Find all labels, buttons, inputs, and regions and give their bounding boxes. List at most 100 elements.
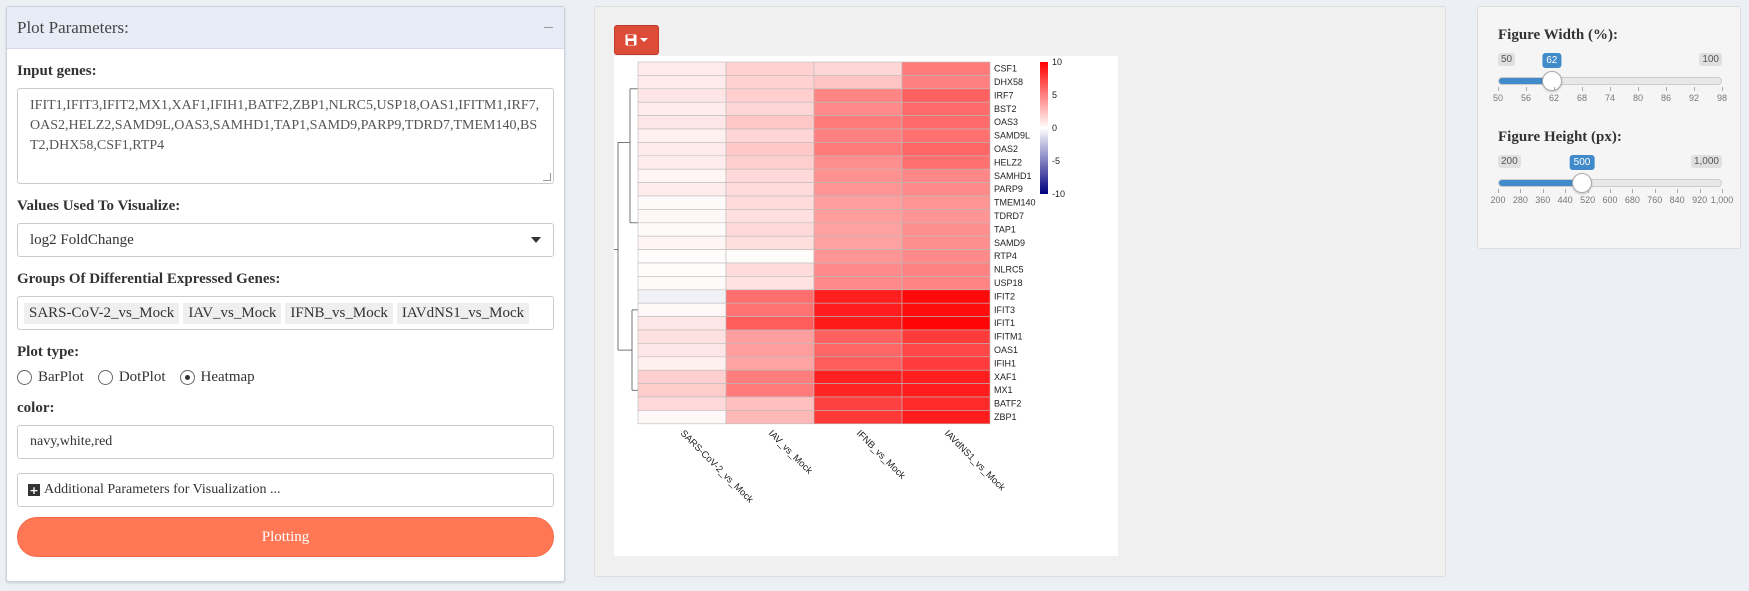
slider-value-label: 62 — [1542, 53, 1562, 68]
slider-tick — [1554, 87, 1555, 91]
heatmap-cell — [901, 61, 991, 76]
panel-title: Plot Parameters: — [17, 17, 129, 37]
heatmap-cell — [813, 235, 903, 250]
heatmap-cell — [901, 128, 991, 143]
slider-fill — [1499, 78, 1553, 84]
legend-tick-label: 10 — [1052, 57, 1062, 67]
heatmap-cell — [813, 369, 903, 384]
heatmap-cell — [725, 155, 815, 170]
heatmap-cell — [813, 343, 903, 358]
heatmap-cell — [725, 343, 815, 358]
figure-size-panel: Figure Width (%): 50 100 62 50 56 62 68 74 80… — [1477, 6, 1741, 249]
heatmap-cell — [901, 289, 991, 304]
heatmap-cell — [901, 316, 991, 331]
heatmap-cell — [813, 383, 903, 398]
row-label: XAF1 — [994, 372, 1017, 382]
group-tag[interactable]: IFNB_vs_Mock — [285, 302, 393, 324]
heatmap-cell — [637, 276, 727, 291]
heatmap-cell — [901, 249, 991, 264]
color-input[interactable]: navy,white,red — [17, 425, 554, 459]
radio-button[interactable] — [97, 370, 113, 385]
save-dropdown-button[interactable] — [614, 25, 659, 55]
slider-tick — [1654, 189, 1656, 193]
slider-tick-label: 86 — [1660, 93, 1672, 103]
slider-tick-label: 68 — [1576, 93, 1588, 103]
slider-tick-label: 62 — [1548, 93, 1560, 103]
heatmap-cell — [637, 249, 727, 264]
input-genes-textarea[interactable]: IFIT1,IFIT3,IFIT2,MX1,XAF1,IFIH1,BATF2,Z… — [17, 88, 554, 184]
slider-tick — [1582, 87, 1583, 91]
groups-multiselect[interactable]: SARS-CoV-2_vs_Mock IAV_vs_Mock IFNB_vs_M… — [17, 296, 554, 330]
slider-tick — [1666, 87, 1667, 91]
radio-button-selected[interactable] — [179, 370, 195, 385]
slider-min-label: 200 — [1498, 155, 1521, 168]
radio-barplot[interactable]: BarPlot — [17, 369, 84, 386]
radio-button[interactable] — [17, 370, 32, 385]
heatmap-cell — [901, 369, 991, 384]
heatmap-cell — [813, 75, 903, 90]
figure-width-slider[interactable]: 50 100 62 50 56 62 68 74 80 86 92 98 — [1493, 53, 1727, 113]
heatmap-cell — [901, 101, 991, 116]
heatmap-cell — [901, 329, 991, 344]
heatmap-cell — [637, 128, 727, 143]
additional-parameters-toggle[interactable]: + Additional Parameters for Visualizatio… — [17, 473, 554, 507]
heatmap-cell — [637, 182, 727, 197]
slider-tick-label: 440 — [1557, 195, 1573, 205]
slider-tick-label: 1,000 — [1710, 195, 1734, 205]
slider-tick — [1722, 189, 1723, 193]
resize-handle[interactable] — [543, 173, 551, 181]
heatmap-cell — [813, 410, 903, 425]
heatmap-cell — [725, 356, 815, 371]
plotting-button[interactable]: Plotting — [17, 517, 554, 557]
save-icon — [625, 34, 637, 46]
heatmap-cell — [901, 182, 991, 197]
row-label: IFITM1 — [994, 332, 1023, 342]
heatmap-cell — [725, 209, 815, 224]
heatmap-cell — [901, 115, 991, 130]
group-tag[interactable]: IAV_vs_Mock — [183, 302, 282, 324]
heatmap-cell — [637, 168, 727, 183]
heatmap-cell — [901, 155, 991, 170]
heatmap-cell — [637, 101, 727, 116]
heatmap-cell — [725, 276, 815, 291]
heatmap-cell — [725, 101, 815, 116]
heatmap-cell — [725, 235, 815, 250]
heatmap-cell — [637, 209, 727, 224]
heatmap-cell — [813, 195, 903, 210]
slider-tick-label: 840 — [1669, 195, 1685, 205]
slider-handle[interactable] — [1541, 71, 1562, 91]
slider-tick — [1632, 189, 1634, 193]
heatmap-cell — [725, 168, 815, 183]
radio-label: Heatmap — [200, 369, 255, 385]
collapse-icon[interactable]: − — [542, 16, 554, 39]
slider-track[interactable] — [1498, 77, 1722, 85]
row-label: IFIH1 — [994, 358, 1016, 368]
slider-tick — [1526, 87, 1527, 91]
heatmap-cell — [637, 235, 727, 250]
radio-dotplot[interactable]: DotPlot — [97, 369, 166, 386]
heatmap-cell — [725, 410, 815, 425]
values-select[interactable]: log2 FoldChange — [17, 223, 554, 257]
slider-fill — [1499, 180, 1583, 186]
heatmap-cell — [901, 235, 991, 250]
values-selected-text: log2 FoldChange — [30, 231, 134, 248]
row-label: SAMD9 — [994, 238, 1025, 248]
row-label: DHX58 — [994, 77, 1023, 87]
heatmap-cell — [637, 316, 727, 331]
slider-handle[interactable] — [1572, 173, 1592, 193]
heatmap-cell — [725, 182, 815, 197]
group-tag[interactable]: IAVdNS1_vs_Mock — [396, 302, 530, 324]
slider-track[interactable] — [1498, 179, 1722, 187]
row-label: IRF7 — [994, 90, 1014, 100]
figure-height-slider[interactable]: 200 1,000 500 200 280 360 440 520 600 680 760 84… — [1490, 155, 1733, 215]
heatmap-cell — [637, 329, 727, 344]
row-label: CSF1 — [994, 64, 1017, 74]
column-label: IAV_vs_Mock — [766, 428, 815, 477]
group-tag[interactable]: SARS-CoV-2_vs_Mock — [24, 302, 180, 324]
heatmap-cell — [725, 61, 815, 76]
heatmap-cell — [725, 302, 815, 317]
heatmap-cell — [637, 289, 727, 304]
radio-heatmap[interactable]: Heatmap — [179, 369, 255, 386]
heatmap-cell — [725, 329, 815, 344]
heatmap-cell — [901, 168, 991, 183]
